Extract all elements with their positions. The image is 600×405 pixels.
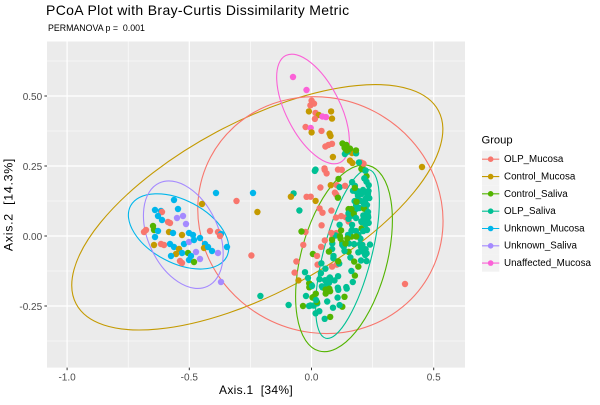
svg-text:Unknown_Mucosa: Unknown_Mucosa bbox=[504, 223, 585, 234]
svg-text:0.5: 0.5 bbox=[427, 373, 441, 384]
svg-text:OLP_Saliva: OLP_Saliva bbox=[504, 206, 556, 217]
svg-text:Control_Saliva: Control_Saliva bbox=[504, 189, 568, 200]
svg-text:Group: Group bbox=[482, 135, 513, 147]
svg-text:0.50: 0.50 bbox=[23, 92, 43, 103]
svg-text:0.0: 0.0 bbox=[305, 373, 319, 384]
svg-text:PERMANOVA p = 0.001: PERMANOVA p = 0.001 bbox=[48, 23, 145, 33]
svg-text:0.25: 0.25 bbox=[23, 162, 43, 173]
svg-text:0.00: 0.00 bbox=[23, 232, 43, 243]
svg-text:Unknown_Saliva: Unknown_Saliva bbox=[504, 241, 578, 252]
svg-text:PCoA Plot with Bray-Curtis Dis: PCoA Plot with Bray-Curtis Dissimilarity… bbox=[46, 2, 350, 18]
svg-text:Axis.1 [34%]: Axis.1 [34%] bbox=[219, 383, 293, 397]
svg-text:Axis.2 [14.3%]: Axis.2 [14.3%] bbox=[2, 158, 16, 251]
svg-text:Control_Mucosa: Control_Mucosa bbox=[504, 172, 576, 183]
svg-text:Unaffected_Mucosa: Unaffected_Mucosa bbox=[504, 258, 592, 269]
svg-text:-0.5: -0.5 bbox=[181, 373, 199, 384]
svg-text:-1.0: -1.0 bbox=[58, 373, 76, 384]
svg-text:-0.25: -0.25 bbox=[19, 302, 42, 313]
svg-text:OLP_Mucosa: OLP_Mucosa bbox=[504, 154, 564, 165]
